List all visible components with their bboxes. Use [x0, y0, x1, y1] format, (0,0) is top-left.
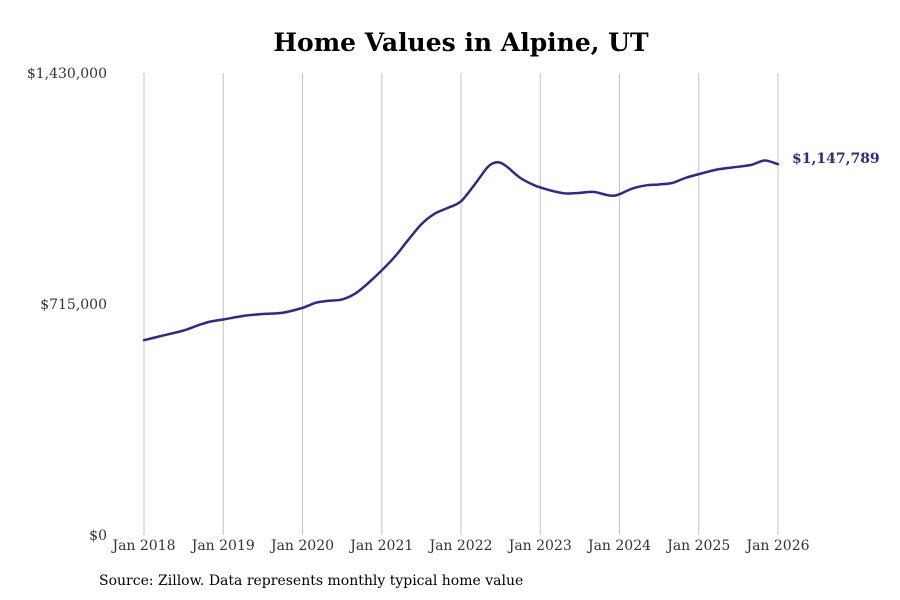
source-note: Source: Zillow. Data represents monthly … [99, 573, 524, 589]
x-tick-label: Jan 2018 [110, 538, 175, 554]
y-axis-ticks: $0 $715,000 $1,430,000 [27, 66, 107, 544]
x-tick-label: Jan 2026 [744, 538, 809, 554]
y-tick-label: $0 [89, 528, 107, 544]
series-end-value-label: $1,147,789 [792, 151, 880, 167]
x-tick-label: Jan 2021 [348, 538, 413, 554]
x-tick-label: Jan 2023 [507, 538, 572, 554]
x-axis-ticks: Jan 2018 Jan 2019 Jan 2020 Jan 2021 Jan 2022… [110, 538, 809, 554]
series-layer: $1,147,789 [142, 151, 880, 342]
x-tick-label: Jan 2022 [427, 538, 492, 554]
series-line [142, 159, 780, 342]
y-tick-label: $715,000 [40, 297, 107, 313]
gridlines [143, 73, 779, 535]
x-tick-label: Jan 2025 [665, 538, 730, 554]
y-tick-label: $1,430,000 [27, 66, 107, 82]
chart-title: Home Values in Alpine, UT [273, 28, 649, 57]
x-tick-label: Jan 2020 [269, 538, 334, 554]
x-tick-label: Jan 2019 [190, 538, 255, 554]
x-tick-label: Jan 2024 [586, 538, 651, 554]
